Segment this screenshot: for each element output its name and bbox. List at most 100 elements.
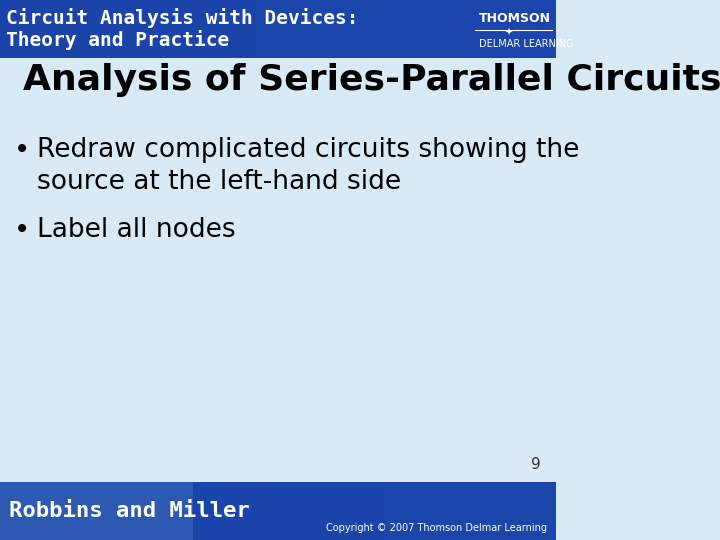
Bar [33,482,39,540]
Bar [312,482,317,540]
Bar [0,58,557,482]
Bar [495,482,500,540]
Bar [306,482,312,540]
Bar [417,482,423,540]
Bar [395,0,400,58]
Bar [351,0,356,58]
Bar [384,0,390,58]
Bar [189,482,194,540]
Bar [0,355,557,376]
Bar [462,482,467,540]
Bar [145,0,150,58]
Bar [0,206,557,227]
Bar [0,461,557,482]
Bar [317,0,323,58]
Bar [45,482,50,540]
Bar [361,0,367,58]
Bar [334,482,339,540]
Bar [212,0,217,58]
Text: Copyright © 2007 Thomson Delmar Learning: Copyright © 2007 Thomson Delmar Learning [326,523,547,533]
Bar [245,0,251,58]
Bar [439,482,445,540]
Text: Circuit Analysis with Devices:: Circuit Analysis with Devices: [6,8,359,28]
Bar [390,0,395,58]
Bar [0,249,557,270]
Bar [194,482,200,540]
Bar [539,0,545,58]
Bar [128,0,133,58]
Bar [100,0,106,58]
Bar [323,482,328,540]
Bar [128,482,133,540]
Bar [428,482,434,540]
Bar [300,482,306,540]
Bar [233,482,239,540]
Bar [390,482,395,540]
Bar [0,291,557,313]
Bar [462,0,467,58]
Bar [0,79,557,100]
Bar [11,0,17,58]
Bar [139,482,145,540]
Bar [490,482,495,540]
Bar [417,0,423,58]
Bar [284,0,289,58]
Bar [423,0,428,58]
Bar [167,482,172,540]
Bar [178,0,184,58]
Bar [256,482,261,540]
Bar [323,0,328,58]
Bar [373,0,378,58]
Bar [189,0,194,58]
Text: ✦: ✦ [504,28,513,38]
Bar [84,0,89,58]
Bar [112,0,117,58]
Bar [456,482,462,540]
Bar [512,0,517,58]
Bar [306,0,312,58]
Text: Theory and Practice: Theory and Practice [6,30,230,50]
Bar [412,0,417,58]
Bar [478,0,484,58]
Bar [139,0,145,58]
Bar [55,0,61,58]
Bar [367,482,373,540]
Bar [423,482,428,540]
Bar [50,0,55,58]
Bar [167,0,172,58]
Bar [61,0,67,58]
Bar [222,0,228,58]
Bar [356,0,361,58]
Bar [222,482,228,540]
Bar [112,482,117,540]
Bar [339,0,345,58]
Bar [0,440,557,461]
Bar [256,0,261,58]
Text: 9: 9 [531,457,541,472]
Bar [172,482,178,540]
Bar [156,0,161,58]
Bar [439,0,445,58]
Bar [484,482,490,540]
Bar [528,0,534,58]
Bar [551,482,557,540]
Bar [289,0,294,58]
Bar [28,0,33,58]
Bar [78,0,84,58]
Bar [523,482,528,540]
Bar [345,482,351,540]
Bar [445,0,451,58]
Bar [545,0,551,58]
Bar [451,482,456,540]
Bar [351,482,356,540]
Bar [184,0,189,58]
Bar [100,482,106,540]
Bar [156,482,161,540]
Bar [278,482,284,540]
Bar [500,0,506,58]
Text: Label all nodes: Label all nodes [37,217,235,243]
Bar [150,482,156,540]
Bar [545,482,551,540]
Bar [178,482,184,540]
Bar [467,482,473,540]
